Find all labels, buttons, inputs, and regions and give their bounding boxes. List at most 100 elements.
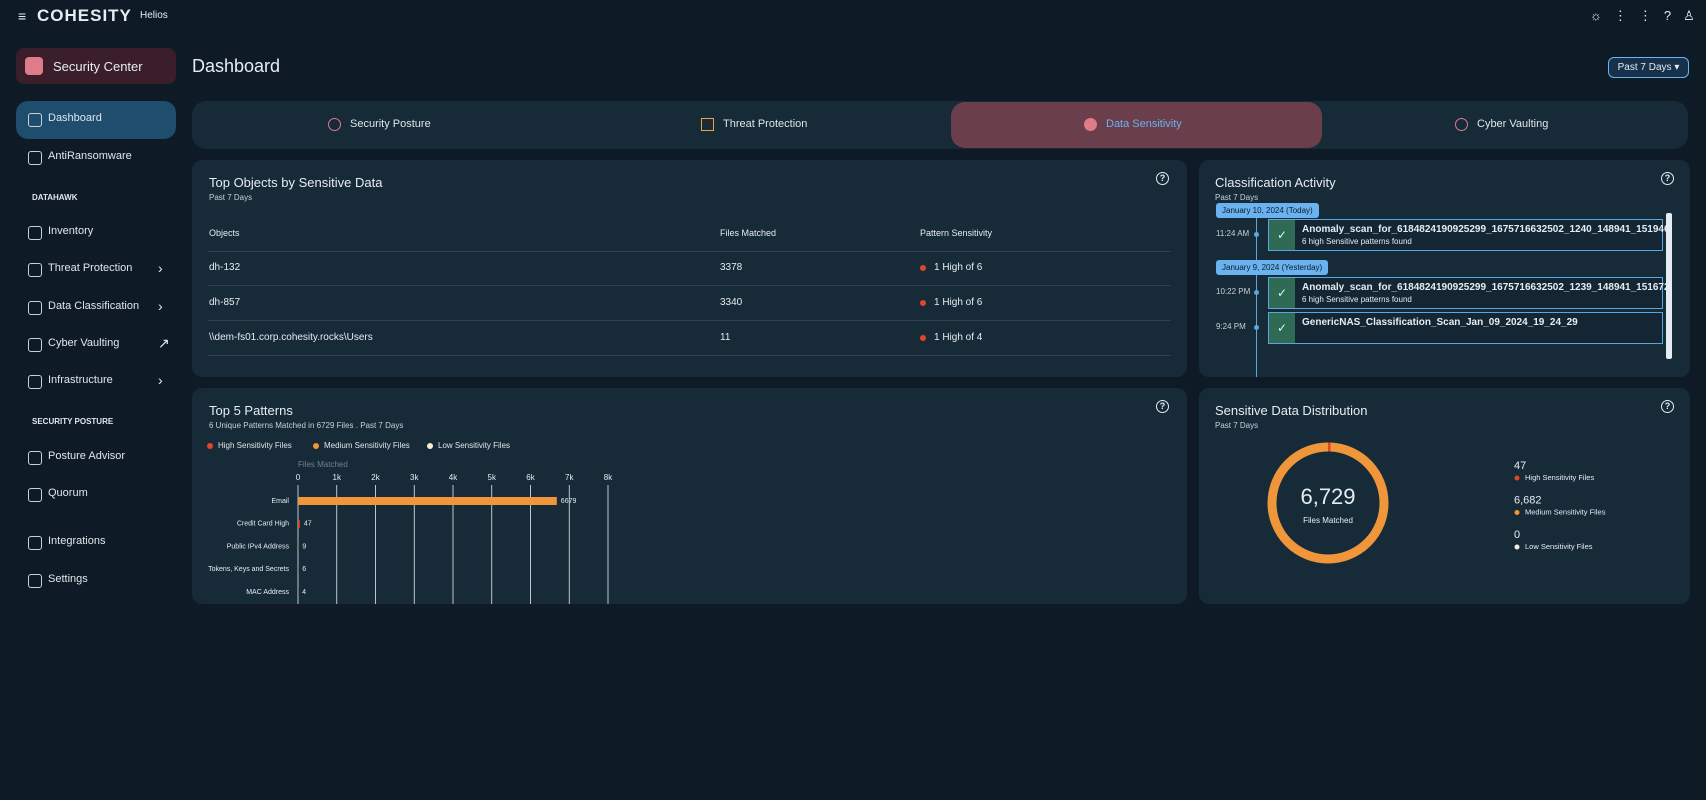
card-title: Top Objects by Sensitive Data	[209, 175, 383, 190]
nav-item[interactable]: Integrations	[48, 535, 106, 547]
cell[interactable]: dh-857	[209, 297, 241, 308]
card-subtitle: Past 7 Days	[209, 193, 253, 202]
column-header: Objects	[209, 228, 240, 238]
scrollbar[interactable]	[1666, 213, 1672, 359]
cell[interactable]: \\dem-fs01.corp.cohesity.rocks\Users	[209, 332, 373, 343]
cell: 11	[720, 332, 731, 343]
card-title: Classification Activity	[1215, 175, 1336, 190]
value-label: 6679	[561, 498, 577, 505]
value-label: 9	[302, 543, 306, 550]
timeline-dot	[1254, 290, 1259, 295]
sensitivity-dot	[920, 335, 926, 341]
x-tick-label: 4k	[449, 473, 458, 482]
nav-section: DATAHAWK	[32, 193, 78, 202]
active-nav	[16, 101, 176, 139]
nav-item[interactable]: Inventory	[48, 225, 94, 237]
x-tick-label: 0	[296, 473, 301, 482]
x-tick-label: 6k	[526, 473, 535, 482]
nav-icon	[28, 226, 42, 240]
tab[interactable]: Data Sensitivity	[1106, 118, 1182, 130]
category-label: Tokens, Keys and Secrets	[208, 566, 289, 573]
help[interactable]: ?	[1156, 172, 1169, 185]
tab[interactable]: Security Posture	[350, 118, 431, 130]
sensitivity-dot	[920, 300, 926, 306]
nav-item[interactable]: Data Classification	[48, 300, 140, 312]
event-detail: 6 high Sensitive patterns found	[1302, 237, 1412, 246]
cell: 1 High of 6	[934, 262, 983, 273]
event-status: ✓	[1269, 220, 1295, 250]
range: Past 7 Days	[1617, 62, 1672, 73]
nav-item[interactable]: Posture Advisor	[48, 450, 126, 462]
tab[interactable]: Cyber Vaulting	[1477, 118, 1549, 130]
event-name: Anomaly_scan_for_6184824190925299_167571…	[1302, 224, 1670, 235]
legend-label: Medium Sensitivity Files	[324, 441, 410, 450]
range-button[interactable]: Past 7 Days ▾	[1608, 57, 1689, 78]
nav-icon	[28, 113, 42, 127]
legend-label: High Sensitivity Files	[218, 441, 292, 450]
row-divider	[208, 355, 1171, 356]
nav-item[interactable]: Infrastructure	[48, 374, 113, 386]
nav-icon	[28, 338, 42, 352]
event-detail: 6 high Sensitive patterns found	[1302, 295, 1412, 304]
help[interactable]: ?	[1661, 400, 1674, 413]
date-label: January 9, 2024 (Yesterday)	[1216, 260, 1329, 275]
menu-icon[interactable]: ≡	[18, 8, 27, 24]
donut-label: Files Matched	[1303, 516, 1353, 525]
top-icons[interactable]: ☼⋮⋮?♙	[1590, 8, 1706, 23]
product: Helios	[140, 10, 168, 21]
nav-arrow[interactable]: ›	[158, 260, 163, 276]
row-divider	[208, 285, 1171, 286]
nav-icon	[28, 375, 42, 389]
distribution-card: Sensitive Data Distribution Past 7 Days …	[1199, 388, 1690, 604]
nav-item[interactable]: Quorum	[48, 487, 88, 499]
x-axis-label: Files Matched	[298, 460, 348, 469]
nav-arrow[interactable]: ↗	[158, 335, 170, 351]
x-tick-label: 3k	[410, 473, 419, 482]
help[interactable]: ?	[1156, 400, 1169, 413]
value-label: 6	[302, 566, 306, 573]
column-header: Pattern Sensitivity	[920, 228, 993, 238]
category-label: Email	[271, 498, 289, 505]
card-title: Sensitive Data Distribution	[1215, 403, 1368, 418]
event-name: Anomaly_scan_for_6184824190925299_167571…	[1302, 282, 1670, 293]
nav-icon	[28, 301, 42, 315]
patterns-card: Top 5 Patterns 6 Unique Patterns Matched…	[192, 388, 1187, 604]
nav-arrow[interactable]: ›	[158, 298, 163, 314]
event-name: GenericNAS_Classification_Scan_Jan_09_20…	[1302, 317, 1578, 328]
nav-item[interactable]: Threat Protection	[48, 262, 133, 274]
legend-label: Low Sensitivity Files	[438, 441, 510, 450]
event[interactable]: ✓ Anomaly_scan_for_6184824190925299_16757…	[1268, 219, 1670, 251]
app-icon	[25, 57, 43, 75]
nav-icon	[28, 263, 42, 277]
event-time: 11:24 AM	[1216, 229, 1250, 238]
help[interactable]: ?	[1661, 172, 1674, 185]
nav-icon	[28, 488, 42, 502]
legend-dot	[427, 443, 433, 449]
event[interactable]: ✓ GenericNAS_Classification_Scan_Jan_09_2…	[1268, 312, 1663, 344]
nav-item[interactable]: Cyber Vaulting	[48, 337, 120, 349]
cell: 1 High of 4	[934, 332, 983, 343]
cell[interactable]: dh-132	[209, 262, 241, 273]
tab[interactable]: Threat Protection	[723, 118, 808, 130]
category-label: MAC Address	[246, 589, 289, 596]
nav-arrow[interactable]: ›	[158, 372, 163, 388]
x-tick-label: 1k	[333, 473, 342, 482]
tab-icon	[1084, 118, 1097, 131]
legend-dot	[1514, 475, 1520, 481]
nav-item[interactable]: AntiRansomware	[48, 150, 132, 162]
nav-icon	[28, 451, 42, 465]
active-tab	[951, 102, 1322, 148]
donut-total: 6,729	[1300, 484, 1355, 509]
legend-dot	[1514, 510, 1520, 515]
nav-item[interactable]: Settings	[48, 573, 88, 585]
card-title: Top 5 Patterns	[209, 403, 293, 418]
app-name: Security Center	[53, 59, 143, 74]
category-label: Credit Card High	[237, 521, 289, 528]
nav-item[interactable]: Dashboard	[48, 112, 102, 124]
event[interactable]: ✓ Anomaly_scan_for_6184824190925299_16757…	[1268, 277, 1670, 309]
timeline-dot	[1254, 325, 1259, 330]
event-status: ✓	[1269, 313, 1295, 343]
legend-label: Medium Sensitivity Files	[1525, 507, 1606, 516]
